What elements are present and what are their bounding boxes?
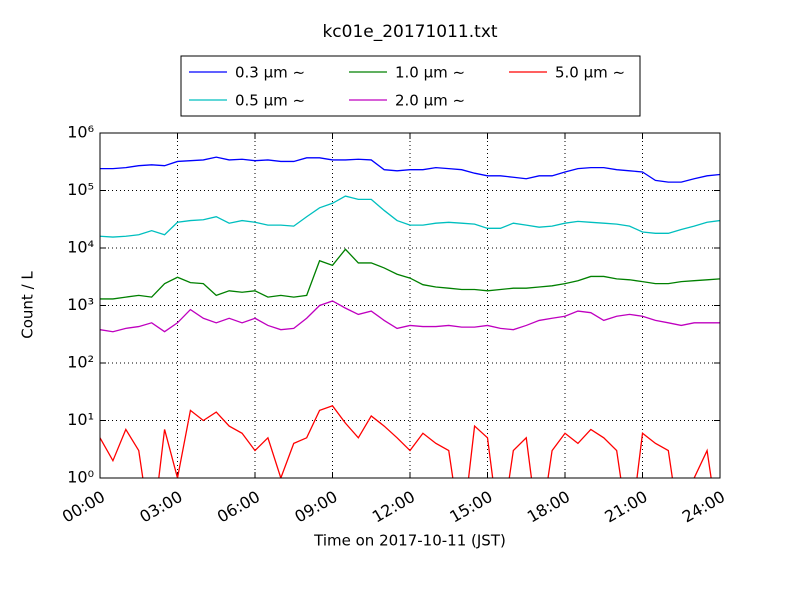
y-tick-label: 10⁶ (67, 123, 94, 142)
legend-label: 2.0 μm ∼ (395, 92, 465, 110)
legend-label: 1.0 μm ∼ (395, 64, 465, 82)
data-line (100, 248, 720, 300)
data-line (100, 300, 720, 333)
legend-box (180, 55, 641, 117)
data-line (100, 195, 720, 238)
y-tick-label: 10⁰ (67, 468, 94, 487)
plot-area (100, 156, 720, 478)
y-tick-label: 10² (67, 353, 94, 372)
legend-label: 0.5 μm ∼ (235, 92, 305, 110)
legend-label: 0.3 μm ∼ (235, 64, 305, 82)
chart-title: kc01e_20171011.txt (322, 22, 497, 42)
data-line (100, 156, 720, 183)
plot-frame (99, 132, 721, 479)
data-line (100, 405, 712, 478)
y-axis-label: Count / L (19, 271, 37, 339)
x-axis-label: Time on 2017-10-11 (JST) (313, 532, 506, 550)
y-tick-label: 10³ (67, 295, 94, 314)
y-tick-label: 10⁴ (67, 238, 94, 257)
y-tick-label: 10⁵ (67, 180, 94, 199)
legend-label: 5.0 μm ∼ (555, 64, 625, 82)
y-tick-label: 10¹ (67, 410, 94, 429)
